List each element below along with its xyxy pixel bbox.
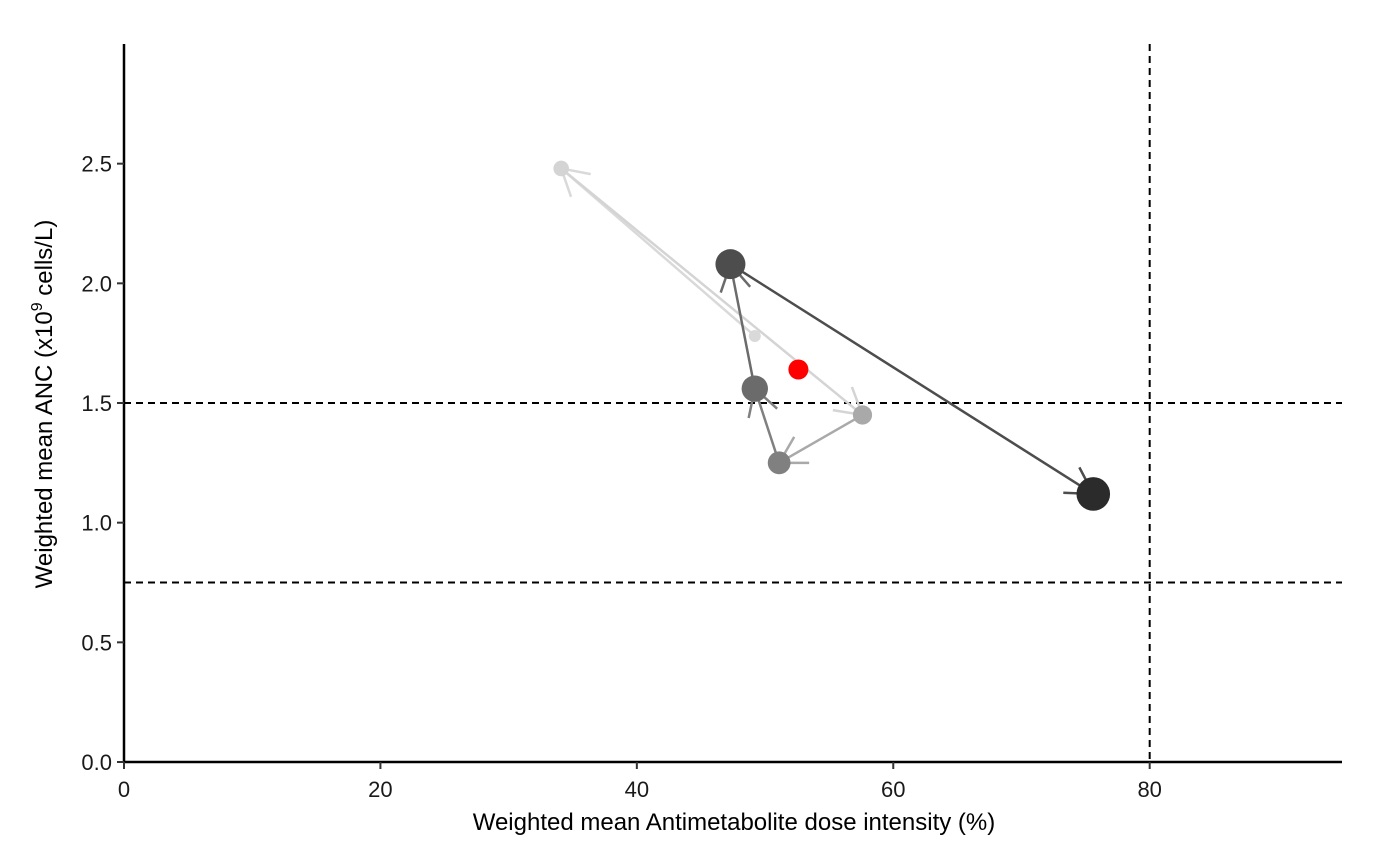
y-tick-label: 1.5 <box>81 391 112 416</box>
y-axis-title-unit: cells/L) <box>31 220 58 303</box>
x-tick-label: 40 <box>625 777 649 802</box>
data-points <box>553 160 1111 511</box>
y-tick-label: 1.0 <box>81 511 112 536</box>
trajectory-arrows <box>559 166 1096 496</box>
data-point <box>553 160 569 177</box>
y-tick-label: 2.5 <box>81 152 112 177</box>
data-point <box>767 451 791 475</box>
data-point <box>1076 477 1111 511</box>
y-tick-label: 2.0 <box>81 271 112 296</box>
y-axis-title-main: Weighted mean ANC (x10 <box>31 311 58 588</box>
reference-lines <box>124 44 1342 762</box>
tick-labels: 0 20 40 60 80 0.0 0.5 1.0 1.5 2.0 2.5 <box>81 152 1162 802</box>
arrow-shaft <box>729 263 1094 496</box>
highlight-point <box>788 359 809 380</box>
y-tick-label: 0.5 <box>81 630 112 655</box>
y-tick-label: 0.0 <box>81 750 112 775</box>
data-point <box>741 375 768 402</box>
x-tick-label: 0 <box>118 777 130 802</box>
data-point <box>852 405 873 425</box>
x-axis-title: Weighted mean Antimetabolite dose intens… <box>473 809 996 836</box>
x-tick-label: 60 <box>881 777 905 802</box>
data-point <box>748 329 761 342</box>
x-tick-label: 20 <box>368 777 392 802</box>
arrow-shaft <box>729 263 757 389</box>
y-axis-title-superscript: 9 <box>29 302 46 311</box>
y-axis-title: Weighted mean ANC (x109 cells/L) <box>29 220 58 589</box>
arrow-shaft <box>778 413 864 464</box>
data-point <box>715 249 746 280</box>
arrow-shaft <box>560 167 864 416</box>
x-tick-label: 80 <box>1137 777 1161 802</box>
